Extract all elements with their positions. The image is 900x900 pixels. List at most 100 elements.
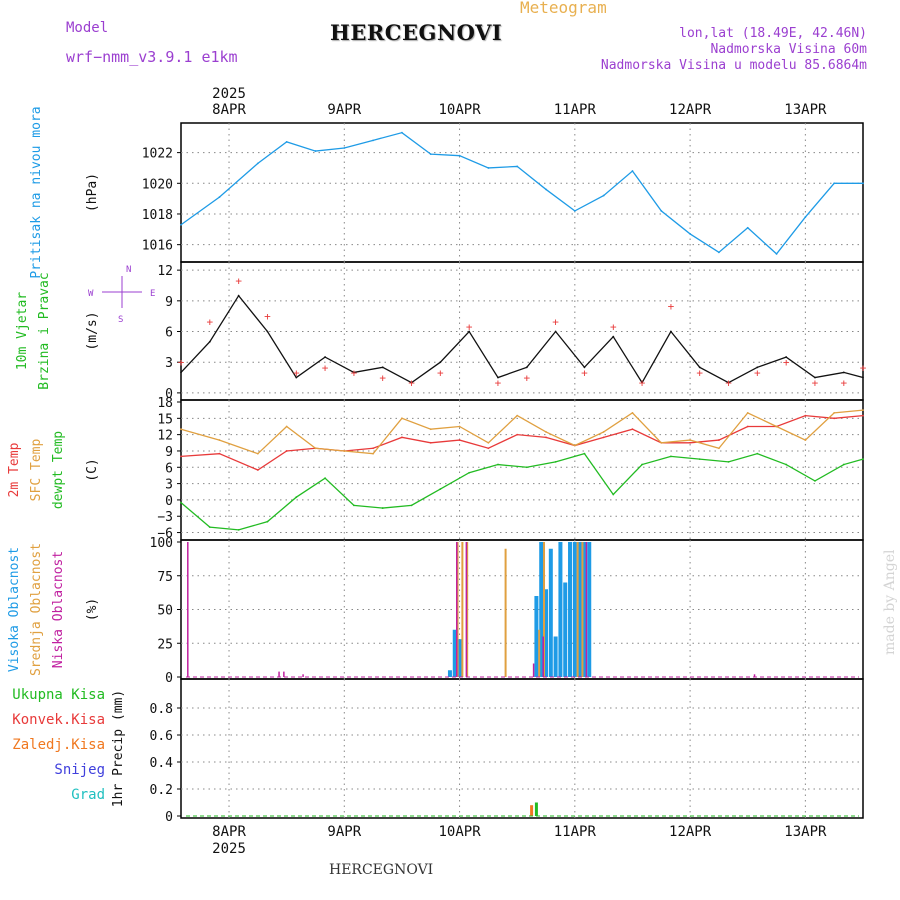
wind-point-10m-vjetar — [208, 340, 211, 343]
wind-gust-marker: + — [466, 320, 473, 333]
wind-panel-frame — [180, 261, 864, 401]
cloud-bar-niska-oblacnost — [456, 542, 458, 677]
temperature-point-dewpt-temp — [814, 479, 816, 482]
bottom-date-tick-label: 12APR — [669, 824, 712, 840]
wind-point-10m-vjetar — [698, 366, 701, 369]
bottom-date-tick-label: 8APR — [212, 824, 246, 840]
precip-legend-zaledj-kisa: Zaledj.Kisa — [12, 737, 105, 753]
top-date-tick-label: 11APR — [554, 102, 597, 118]
cloud-bar-visoka-oblacnost — [539, 542, 544, 677]
temperature-ytick-label: −3 — [157, 510, 173, 525]
pressure-point-pritisak-na-nivou-mora — [660, 210, 663, 212]
cloud-bar-niska-oblacnost — [585, 542, 588, 677]
wind-gust-marker: + — [293, 366, 300, 379]
temperature-point-dewpt-temp — [410, 504, 413, 507]
wind-gust-marker: + — [754, 366, 761, 379]
wind-ytick-label: 3 — [165, 356, 173, 371]
pressure-point-pritisak-na-nivou-mora — [573, 210, 576, 212]
temperature-ytick-label: 6 — [165, 461, 173, 476]
wind-gust-marker: + — [812, 377, 819, 390]
cloud-bar-niska-oblacnost — [302, 674, 304, 677]
pressure-point-pritisak-na-nivou-mora — [218, 196, 221, 199]
top-date-tick-label: 9APR — [327, 102, 361, 118]
cloud-ytick-label: 0 — [165, 671, 173, 686]
pressure-point-pritisak-na-nivou-mora — [516, 165, 519, 168]
pressure-point-pritisak-na-nivou-mora — [718, 251, 720, 254]
temperature-point-sfc-temp — [573, 444, 576, 447]
wind-gust-marker: + — [552, 315, 559, 328]
precip-ytick-label: 0.6 — [150, 729, 173, 744]
wind-gust-marker: + — [495, 377, 502, 390]
temperature-point-sfc-temp — [516, 414, 519, 417]
cloud-bar-visoka-oblacnost — [582, 542, 587, 677]
cloud-bar-visoka-oblacnost — [558, 542, 563, 677]
temperature-point-dewpt-temp — [468, 471, 471, 474]
temperature-series-2m-temp — [180, 414, 864, 471]
cloud-bar-niska-oblacnost — [532, 663, 535, 677]
wind-gust-marker: + — [351, 366, 358, 379]
temperature-point-2m-temp — [631, 428, 634, 431]
temperature-point-2m-temp — [718, 439, 720, 441]
temperature-point-2m-temp — [804, 414, 807, 417]
temperature-point-dewpt-temp — [842, 463, 845, 466]
temperature-point-sfc-temp — [631, 411, 634, 414]
temperature-ytick-label: 3 — [165, 478, 173, 493]
temperature-point-sfc-temp — [372, 452, 375, 455]
pressure-ytick-label: 1018 — [142, 208, 173, 223]
wind-gust-marker: + — [860, 361, 867, 374]
footer-station-name: HERCEGNOVI — [329, 862, 434, 878]
wind-ylabel-1: 10m Vjetar — [15, 292, 30, 370]
bottom-date-tick-label: 11APR — [554, 824, 597, 840]
precip-legend-snijeg: Snijeg — [54, 762, 105, 778]
cloud-ytick-label: 75 — [157, 570, 173, 585]
cloud-bar-visoka-oblacnost — [577, 542, 582, 677]
wind-point-10m-vjetar — [381, 366, 384, 369]
temperature-point-sfc-temp — [285, 425, 288, 428]
wind-point-10m-vjetar — [756, 366, 759, 369]
wind-point-10m-vjetar — [410, 381, 413, 384]
pressure-point-pritisak-na-nivou-mora — [689, 233, 691, 235]
precip-legend-grad: Grad — [71, 787, 105, 803]
temperature-ytick-label: 0 — [165, 494, 173, 509]
cloud-ytick-label: 50 — [157, 604, 173, 619]
pressure-point-pritisak-na-nivou-mora — [429, 153, 432, 156]
temperature-ytick-label: −6 — [157, 527, 173, 542]
wind-gust-marker: + — [207, 315, 214, 328]
pressure-point-pritisak-na-nivou-mora — [631, 170, 634, 172]
top-date-tick-label: 10APR — [438, 102, 481, 118]
wind-point-10m-vjetar — [468, 330, 471, 333]
temperature-point-sfc-temp — [429, 428, 432, 431]
temperature-point-dewpt-temp — [381, 507, 384, 509]
temperature-point-2m-temp — [218, 452, 221, 455]
temperature-point-sfc-temp — [343, 450, 346, 452]
temperature-point-sfc-temp — [602, 431, 605, 433]
temperature-point-2m-temp — [372, 447, 375, 450]
pressure-unit-label: (hPa) — [85, 173, 100, 212]
wind-series-10m-vjetar — [180, 294, 864, 384]
cloud-bar-srednja-oblacnost — [543, 542, 546, 677]
wind-gust-marker: + — [408, 377, 415, 390]
cloud-bar-visoka-oblacnost — [544, 589, 549, 677]
cloud-bar-visoka-oblacnost — [587, 542, 592, 677]
wind-point-10m-vjetar — [353, 371, 355, 374]
pressure-point-pritisak-na-nivou-mora — [343, 147, 346, 149]
pressure-point-pritisak-na-nivou-mora — [314, 150, 317, 152]
temperature-point-dewpt-temp — [612, 493, 615, 496]
temperature-panel-frame — [180, 399, 864, 541]
precip-legend-konvek-kisa: Konvek.Kisa — [12, 712, 105, 728]
pressure-point-pritisak-na-nivou-mora — [458, 154, 461, 157]
wind-point-10m-vjetar — [862, 376, 864, 379]
temperature-ytick-label: 9 — [165, 445, 173, 460]
page-title: HERCEGNOVI — [330, 20, 503, 45]
wind-gust-marker: + — [523, 372, 530, 385]
temperature-point-dewpt-temp — [237, 528, 240, 531]
wind-ytick-label: 12 — [157, 264, 173, 279]
wind-gust-marker: + — [178, 356, 185, 369]
pressure-point-pritisak-na-nivou-mora — [401, 131, 403, 134]
temperature-point-2m-temp — [458, 439, 461, 441]
temperature-point-sfc-temp — [458, 425, 461, 428]
wind-gust-marker: + — [668, 300, 675, 313]
wind-gust-marker: + — [235, 274, 242, 287]
temperature-ytick-label: 15 — [157, 412, 173, 427]
cloud-bar-srednja-oblacnost — [576, 542, 579, 677]
